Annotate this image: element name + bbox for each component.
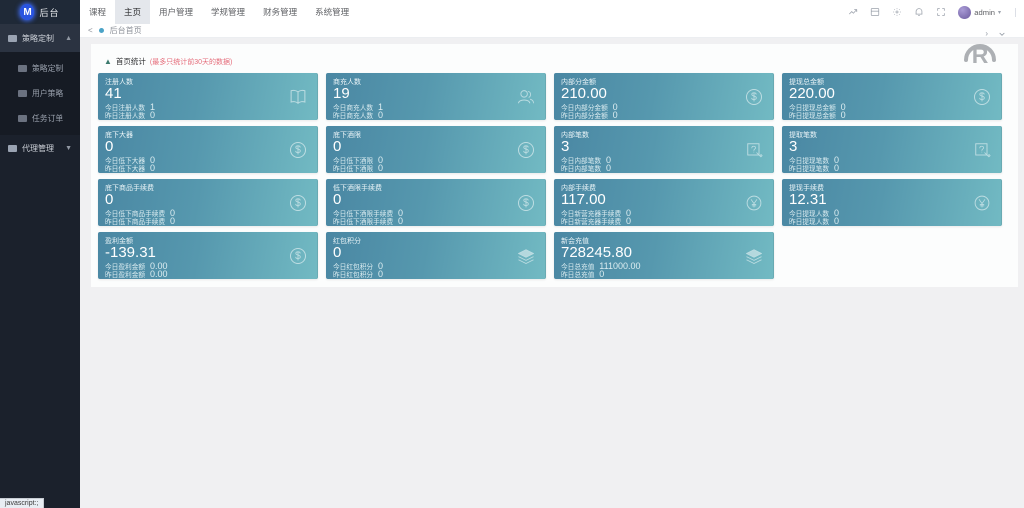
svg-text:R: R	[972, 42, 989, 68]
